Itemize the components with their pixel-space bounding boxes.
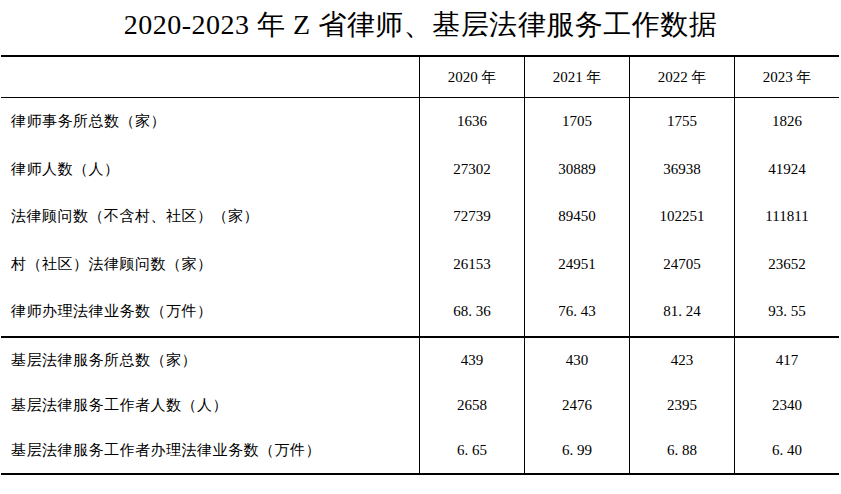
row-label: 村（社区）法律顾问数（家） (1, 241, 419, 289)
row-label: 基层法律服务工作者人数（人） (1, 383, 419, 428)
value-cell: 27302 (419, 146, 524, 194)
year-header: 2021 年 (524, 57, 629, 97)
table-row: 律师事务所总数（家） 1636 1705 1755 1826 (1, 98, 839, 146)
value-cell: 23652 (734, 241, 839, 289)
value-cell: 1826 (734, 98, 839, 146)
row-label: 基层法律服务所总数（家） (1, 338, 419, 383)
table-row: 村（社区）法律顾问数（家） 26153 24951 24705 23652 (1, 241, 839, 289)
table-row: 律师办理法律业务数（万件） 68. 36 76. 43 81. 24 93. 5… (1, 288, 839, 336)
value-cell: 81. 24 (629, 288, 734, 336)
value-cell: 36938 (629, 146, 734, 194)
value-cell: 41924 (734, 146, 839, 194)
value-cell: 89450 (524, 193, 629, 241)
row-label: 律师事务所总数（家） (1, 98, 419, 146)
value-cell: 6. 99 (524, 428, 629, 473)
value-cell: 6. 40 (734, 428, 839, 473)
table-header-row: 2020 年 2021 年 2022 年 2023 年 (1, 57, 839, 98)
table-row: 法律顾问数（不含村、社区）（家） 72739 89450 102251 1118… (1, 193, 839, 241)
page: 2020-2023 年 Z 省律师、基层法律服务工作数据 2020 年 2021… (0, 0, 841, 494)
value-cell: 2658 (419, 383, 524, 428)
value-cell: 2395 (629, 383, 734, 428)
value-cell: 439 (419, 338, 524, 383)
row-label: 基层法律服务工作者办理法律业务数（万件） (1, 428, 419, 473)
data-table: 2020 年 2021 年 2022 年 2023 年 律师事务所总数（家） 1… (1, 55, 839, 475)
table-row: 基层法律服务所总数（家） 439 430 423 417 (1, 336, 839, 383)
value-cell: 102251 (629, 193, 734, 241)
value-cell: 2476 (524, 383, 629, 428)
table-row: 基层法律服务工作者人数（人） 2658 2476 2395 2340 (1, 383, 839, 428)
value-cell: 6. 65 (419, 428, 524, 473)
value-cell: 111811 (734, 193, 839, 241)
year-header: 2023 年 (734, 57, 839, 97)
value-cell: 72739 (419, 193, 524, 241)
value-cell: 24951 (524, 241, 629, 289)
year-header: 2020 年 (419, 57, 524, 97)
value-cell: 68. 36 (419, 288, 524, 336)
row-label: 律师办理法律业务数（万件） (1, 288, 419, 336)
value-cell: 26153 (419, 241, 524, 289)
value-cell: 2340 (734, 383, 839, 428)
value-cell: 417 (734, 338, 839, 383)
value-cell: 93. 55 (734, 288, 839, 336)
table-row: 律师人数（人） 27302 30889 36938 41924 (1, 146, 839, 194)
value-cell: 76. 43 (524, 288, 629, 336)
value-cell: 1636 (419, 98, 524, 146)
value-cell: 24705 (629, 241, 734, 289)
value-cell: 423 (629, 338, 734, 383)
row-label: 律师人数（人） (1, 146, 419, 194)
row-label: 法律顾问数（不含村、社区）（家） (1, 193, 419, 241)
header-empty-cell (1, 57, 419, 97)
year-header: 2022 年 (629, 57, 734, 97)
value-cell: 430 (524, 338, 629, 383)
value-cell: 1705 (524, 98, 629, 146)
table-row: 基层法律服务工作者办理法律业务数（万件） 6. 65 6. 99 6. 88 6… (1, 428, 839, 473)
page-title: 2020-2023 年 Z 省律师、基层法律服务工作数据 (0, 6, 841, 44)
value-cell: 6. 88 (629, 428, 734, 473)
value-cell: 30889 (524, 146, 629, 194)
value-cell: 1755 (629, 98, 734, 146)
